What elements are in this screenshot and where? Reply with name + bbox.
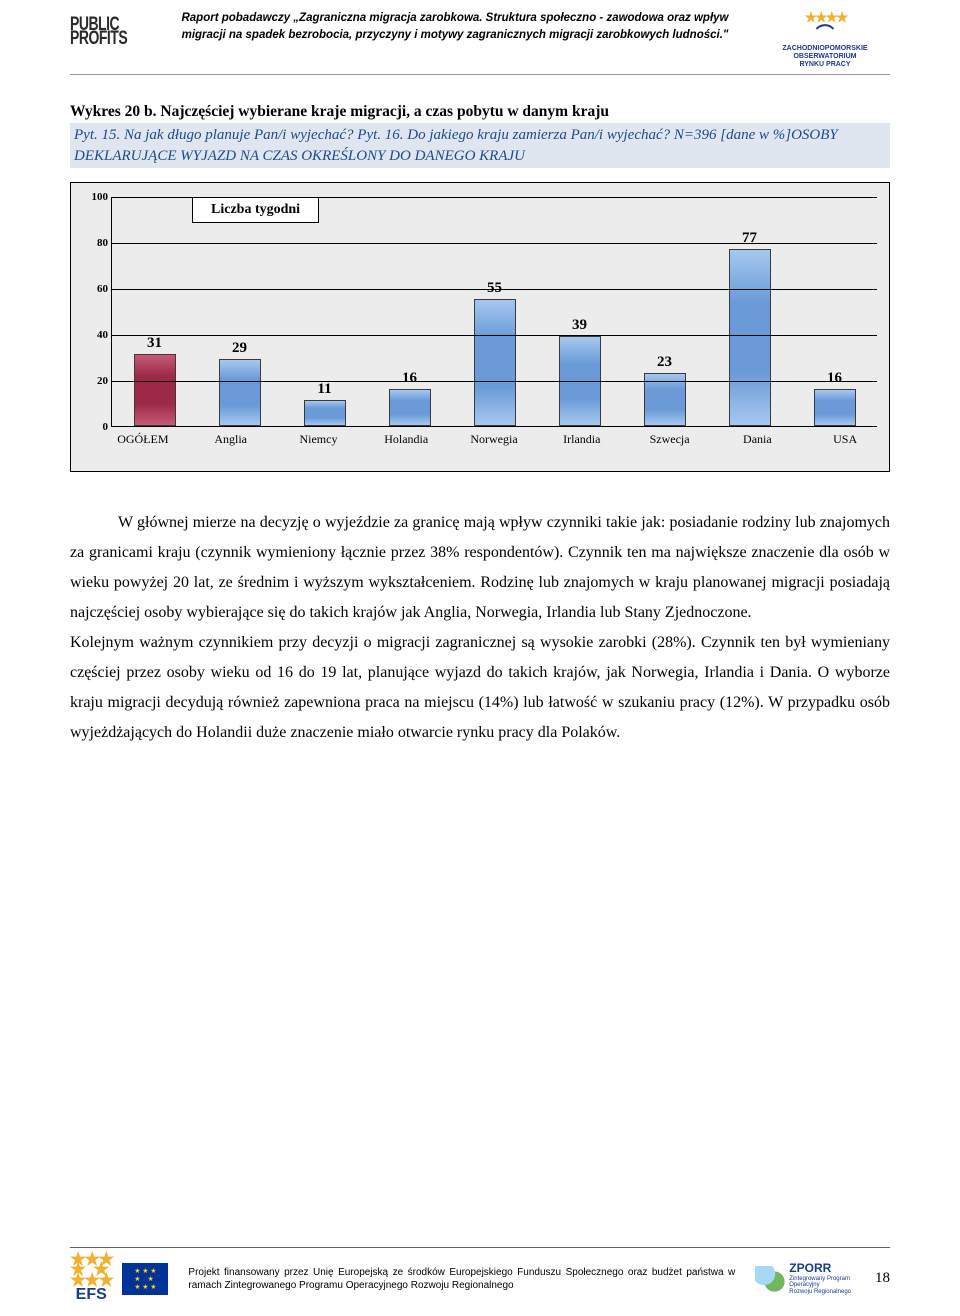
zporr-icon <box>755 1266 785 1292</box>
bar <box>389 389 431 426</box>
x-tick-label: Irlandia <box>538 432 626 447</box>
chart-title: Wykres 20 b. Najczęściej wybierane kraje… <box>70 103 890 121</box>
logo-left-line2: PROFITS <box>70 27 150 47</box>
zporr-line1: Zintegrowany Program <box>789 1276 851 1283</box>
x-tick-label: OGÓŁEM <box>99 432 187 447</box>
bar-value-label: 77 <box>742 230 757 247</box>
bar-value-label: 11 <box>317 381 331 398</box>
bar-value-label: 23 <box>657 354 672 371</box>
x-tick-label: Norwegia <box>450 432 538 447</box>
y-tick-label: 100 <box>86 191 108 203</box>
footer-text: Projekt finansowany przez Unię Europejsk… <box>178 1266 745 1292</box>
efs-label: EFS <box>76 1286 107 1304</box>
logo-public-profits: PUBLIC PROFITS <box>70 10 150 44</box>
chart-subtitle: Pyt. 15. Na jak długo planuje Pan/i wyje… <box>70 123 890 168</box>
x-tick-label: Holandia <box>362 432 450 447</box>
logo-right-line1: ZACHODNIOPOMORSKIE <box>760 45 890 53</box>
report-title: Raport pobadawczy „Zagraniczna migracja … <box>150 10 760 45</box>
eu-flag-icon: ★ ★ ★★ ★★ ★ ★ <box>122 1263 168 1295</box>
bar <box>729 249 771 426</box>
bar-slot: 16 <box>367 197 452 426</box>
paragraph-1: W głównej mierze na decyzję o wyjeździe … <box>70 508 890 628</box>
bar-value-label: 29 <box>232 340 247 357</box>
bar-value-label: 16 <box>827 370 842 387</box>
bar-slot: 31 <box>112 197 197 426</box>
zporr-big: ZPORR <box>789 1262 851 1275</box>
logo-right-line2: OBSERWATORIUM <box>760 53 890 61</box>
bar-value-label: 31 <box>147 335 162 352</box>
bar <box>474 299 516 426</box>
gridline <box>112 289 877 290</box>
bar-value-label: 39 <box>572 317 587 334</box>
stars-icon: ★★★★ ★★★★ <box>70 1254 112 1286</box>
bar-slot: 16 <box>792 197 877 426</box>
arc-icon: ⌒ <box>760 25 890 45</box>
bar-slot: 39 <box>537 197 622 426</box>
y-tick-label: 20 <box>86 375 108 387</box>
y-tick-label: 40 <box>86 329 108 341</box>
body-text: W głównej mierze na decyzję o wyjeździe … <box>70 508 890 749</box>
bar-slot: 23 <box>622 197 707 426</box>
y-tick-label: 80 <box>86 237 108 249</box>
bar-chart: Liczba tygodni 312911165539237716 020406… <box>70 182 890 472</box>
x-tick-label: Dania <box>713 432 801 447</box>
bar-slot: 77 <box>707 197 792 426</box>
logo-right-line3: RYNKU PRACY <box>760 61 890 69</box>
bar <box>134 354 176 425</box>
bar-slot: 11 <box>282 197 367 426</box>
x-tick-label: Niemcy <box>275 432 363 447</box>
x-tick-label: USA <box>801 432 889 447</box>
zporr-logo: ZPORR Zintegrowany Program Operacyjny Ro… <box>755 1262 851 1295</box>
logo-observatory: ★ ★ ★ ★ ⌒ ZACHODNIOPOMORSKIE OBSERWATORI… <box>760 10 890 68</box>
gridline <box>112 197 877 198</box>
bar <box>304 400 346 425</box>
bar-value-label: 16 <box>402 370 417 387</box>
x-tick-label: Anglia <box>187 432 275 447</box>
gridline <box>112 335 877 336</box>
page-header: PUBLIC PROFITS Raport pobadawczy „Zagran… <box>70 0 890 75</box>
zporr-line3: Rozwoju Regionalnego <box>789 1289 851 1296</box>
y-tick-label: 60 <box>86 283 108 295</box>
bar-slot: 55 <box>452 197 537 426</box>
bar <box>219 359 261 426</box>
bar-slot: 29 <box>197 197 282 426</box>
x-tick-label: Szwecja <box>626 432 714 447</box>
gridline <box>112 243 877 244</box>
page-number: 18 <box>875 1270 890 1287</box>
bar <box>814 389 856 426</box>
paragraph-2: Kolejnym ważnym czynnikiem przy decyzji … <box>70 628 890 748</box>
gridline <box>112 381 877 382</box>
page-footer: ★★★★ ★★★★ EFS ★ ★ ★★ ★★ ★ ★ Projekt fina… <box>70 1247 890 1304</box>
zporr-line2: Operacyjny <box>789 1282 851 1289</box>
efs-logo: ★★★★ ★★★★ EFS <box>70 1254 112 1304</box>
